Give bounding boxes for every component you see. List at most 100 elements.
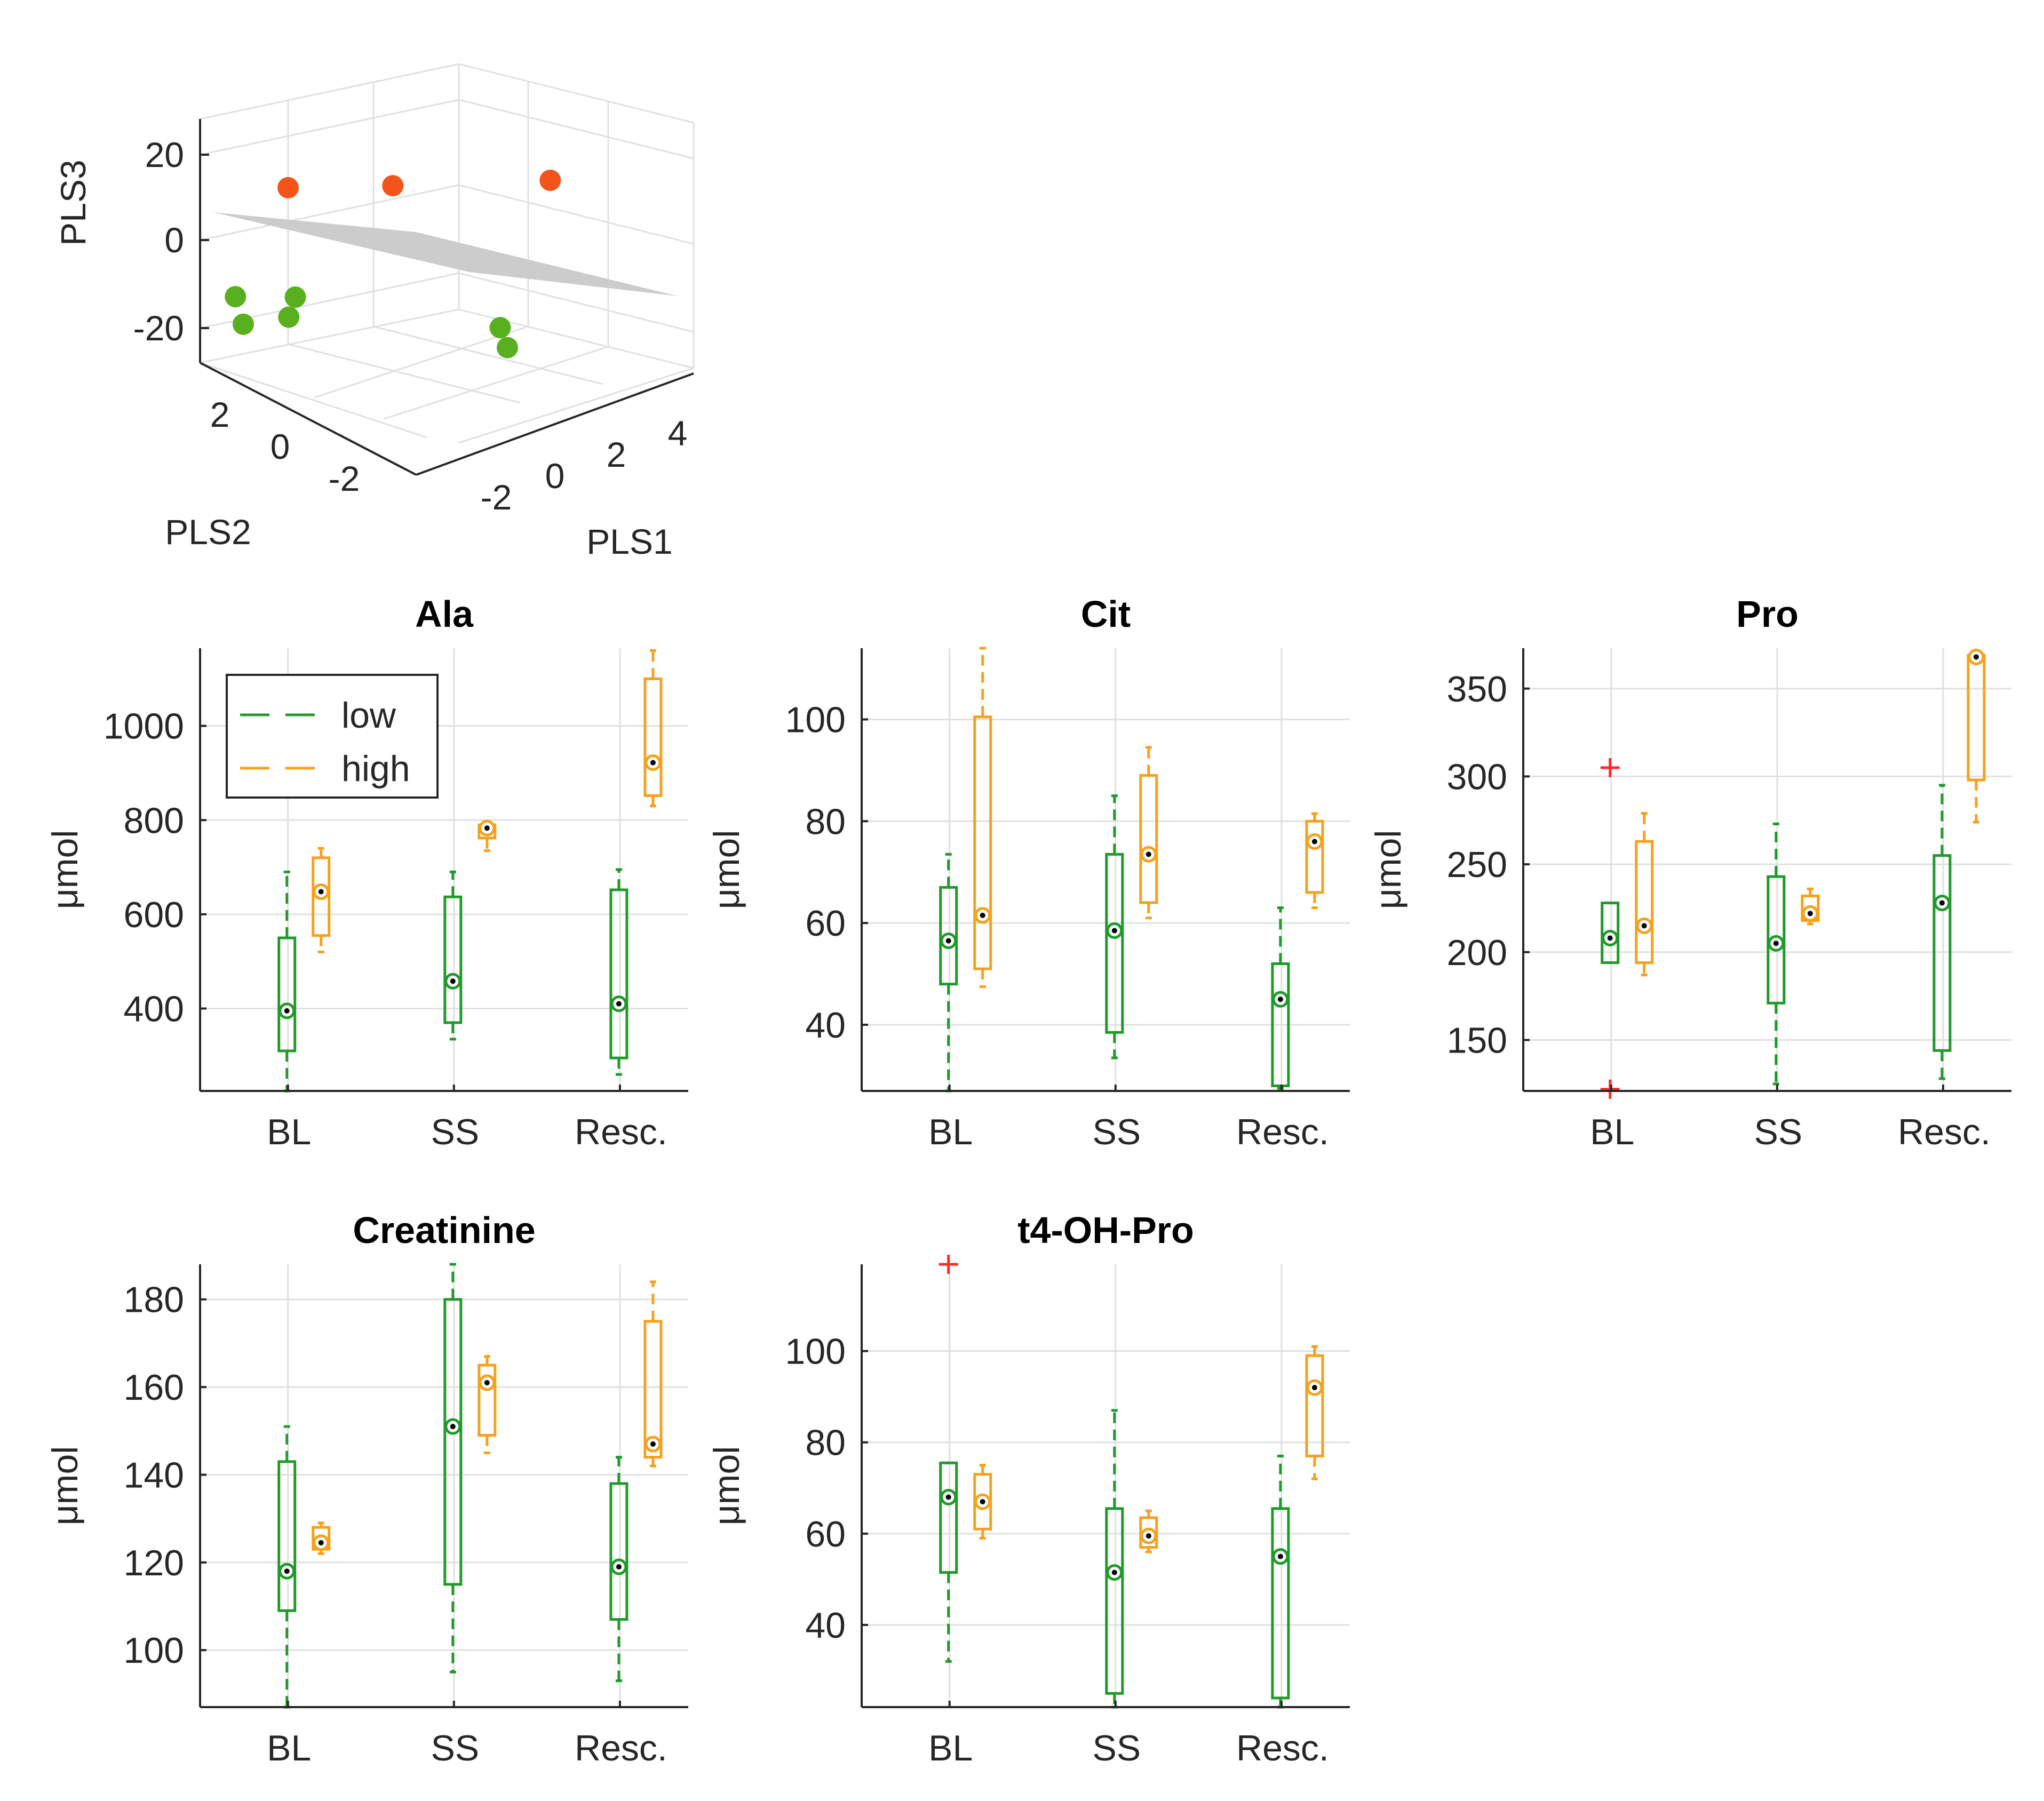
median-dot [1111,928,1117,934]
panel-t4-oh-pro: 40 60 80 100 BL SS Resc. t4-OH-Pro μmol [706,1209,1350,1768]
xlabel: PLS1 [586,522,672,561]
median-dot [980,912,985,918]
scatter-point-low [497,337,518,358]
median-dot [318,1540,324,1545]
x-tick-label: SS [1092,1728,1141,1768]
box-high-BL [1635,812,1654,977]
median-dot [1311,1385,1317,1391]
y-tick-label: 300 [1447,756,1507,797]
ylabel: μmol [1368,830,1409,910]
box-rect [939,886,958,986]
box-high-SS [478,1355,497,1454]
x-tick-label: Resc. [1236,1728,1329,1768]
scatter-point-high [277,177,299,198]
box-low-SS [443,1263,463,1674]
box-low-SS [1105,794,1124,1059]
y-tick-label: 120 [124,1543,184,1583]
x-tick-label: BL [928,1112,973,1152]
scatter-point-low [489,317,511,339]
median-dot [484,825,490,831]
y-tick-label: -2 [329,459,360,498]
z-tick-label: 0 [164,220,184,260]
scatter-point-low [278,306,300,328]
box-low-Resc. [1271,1454,1290,1709]
ylabel: μmol [706,830,747,910]
median-dot [1973,654,1979,660]
median-dot [1807,911,1813,917]
box-rect [443,895,463,1024]
y-tick-label: 180 [124,1280,184,1320]
box-high-SS [478,819,497,852]
box-rect [1967,654,1986,782]
box-low-SS [1105,1409,1124,1709]
y-tick-label: 150 [1447,1020,1507,1061]
box-high-Resc. [1967,648,1986,824]
box-rect [1767,875,1786,1005]
median-dot [980,1499,985,1504]
median-dot [450,1424,456,1430]
box-low-Resc. [609,1456,629,1683]
box-low-BL [939,1255,958,1663]
x-tick-label: BL [1590,1112,1634,1152]
box-high-Resc. [643,1280,663,1468]
box-rect [609,888,629,1059]
legend-box [226,674,439,799]
box-rect [1932,854,1952,1052]
box-rect [1139,774,1158,904]
box-low-BL [277,1425,297,1709]
box-high-SS [1139,1509,1158,1553]
median-dot [1641,923,1647,929]
x-tick-label: 0 [545,456,565,496]
y-tick-label: 0 [271,427,290,466]
median-dot [1111,1569,1117,1575]
x-tick-label: SS [431,1112,479,1152]
box-rect [277,1460,297,1612]
box-rect [1305,1354,1324,1457]
legend-label-low: low [341,695,396,736]
panel-creatinine: 100 120 140 160 180 BL SS Resc. Creatinine μmol [45,1209,688,1768]
median-dot [945,938,951,944]
boxplot-panels: 400 600 800 1000 BL SS Resc. Ala μmol low high 40 60… [45,593,2011,1768]
y-tick-label: 2 [210,395,230,434]
box-rect [277,936,297,1053]
box-rect [643,677,663,797]
median-dot [284,1008,290,1014]
box-rect [1271,1507,1290,1700]
box-rect [1105,852,1124,1034]
panel-cit: 40 60 80 100 BL SS Resc. Cit μmol [706,593,1350,1152]
y-tick-label: 60 [805,903,846,944]
y-tick-label: 40 [805,1005,846,1046]
box-low-SS [443,870,463,1041]
panel-title: Ala [415,593,474,635]
box-rect [973,715,992,970]
median-dot [650,760,656,766]
y-tick-label: 80 [805,801,846,842]
box-low-Resc. [1932,784,1952,1080]
y-tick-label: 60 [805,1514,846,1555]
box-high-SS [1139,746,1158,920]
panel-title: Cit [1081,593,1131,635]
scatter-point-high [382,175,404,197]
median-dot [1311,839,1317,844]
z-tick-label: 20 [145,135,184,174]
panel-pro: 150 200 250 300 350 BL SS Resc. Pro μmol [1368,593,2011,1152]
box-rect [1635,840,1654,965]
decision-plane [213,212,678,296]
box-rect [643,1320,663,1459]
x-tick-label: -2 [481,477,512,517]
x-tick-label: BL [928,1728,973,1768]
x-tick-label: 4 [668,413,688,453]
median-dot [650,1441,656,1447]
median-dot [484,1380,490,1385]
box-high-Resc. [1305,812,1324,910]
x-tick-label: BL [267,1728,311,1768]
median-dot [616,1564,622,1570]
scatter3d-ticks [200,154,209,329]
scatter3d-axes [199,119,694,476]
scatter3d-points [225,170,561,358]
panel-title: Creatinine [353,1209,535,1251]
box-rect [609,1482,629,1621]
box-rect [1105,1507,1124,1695]
